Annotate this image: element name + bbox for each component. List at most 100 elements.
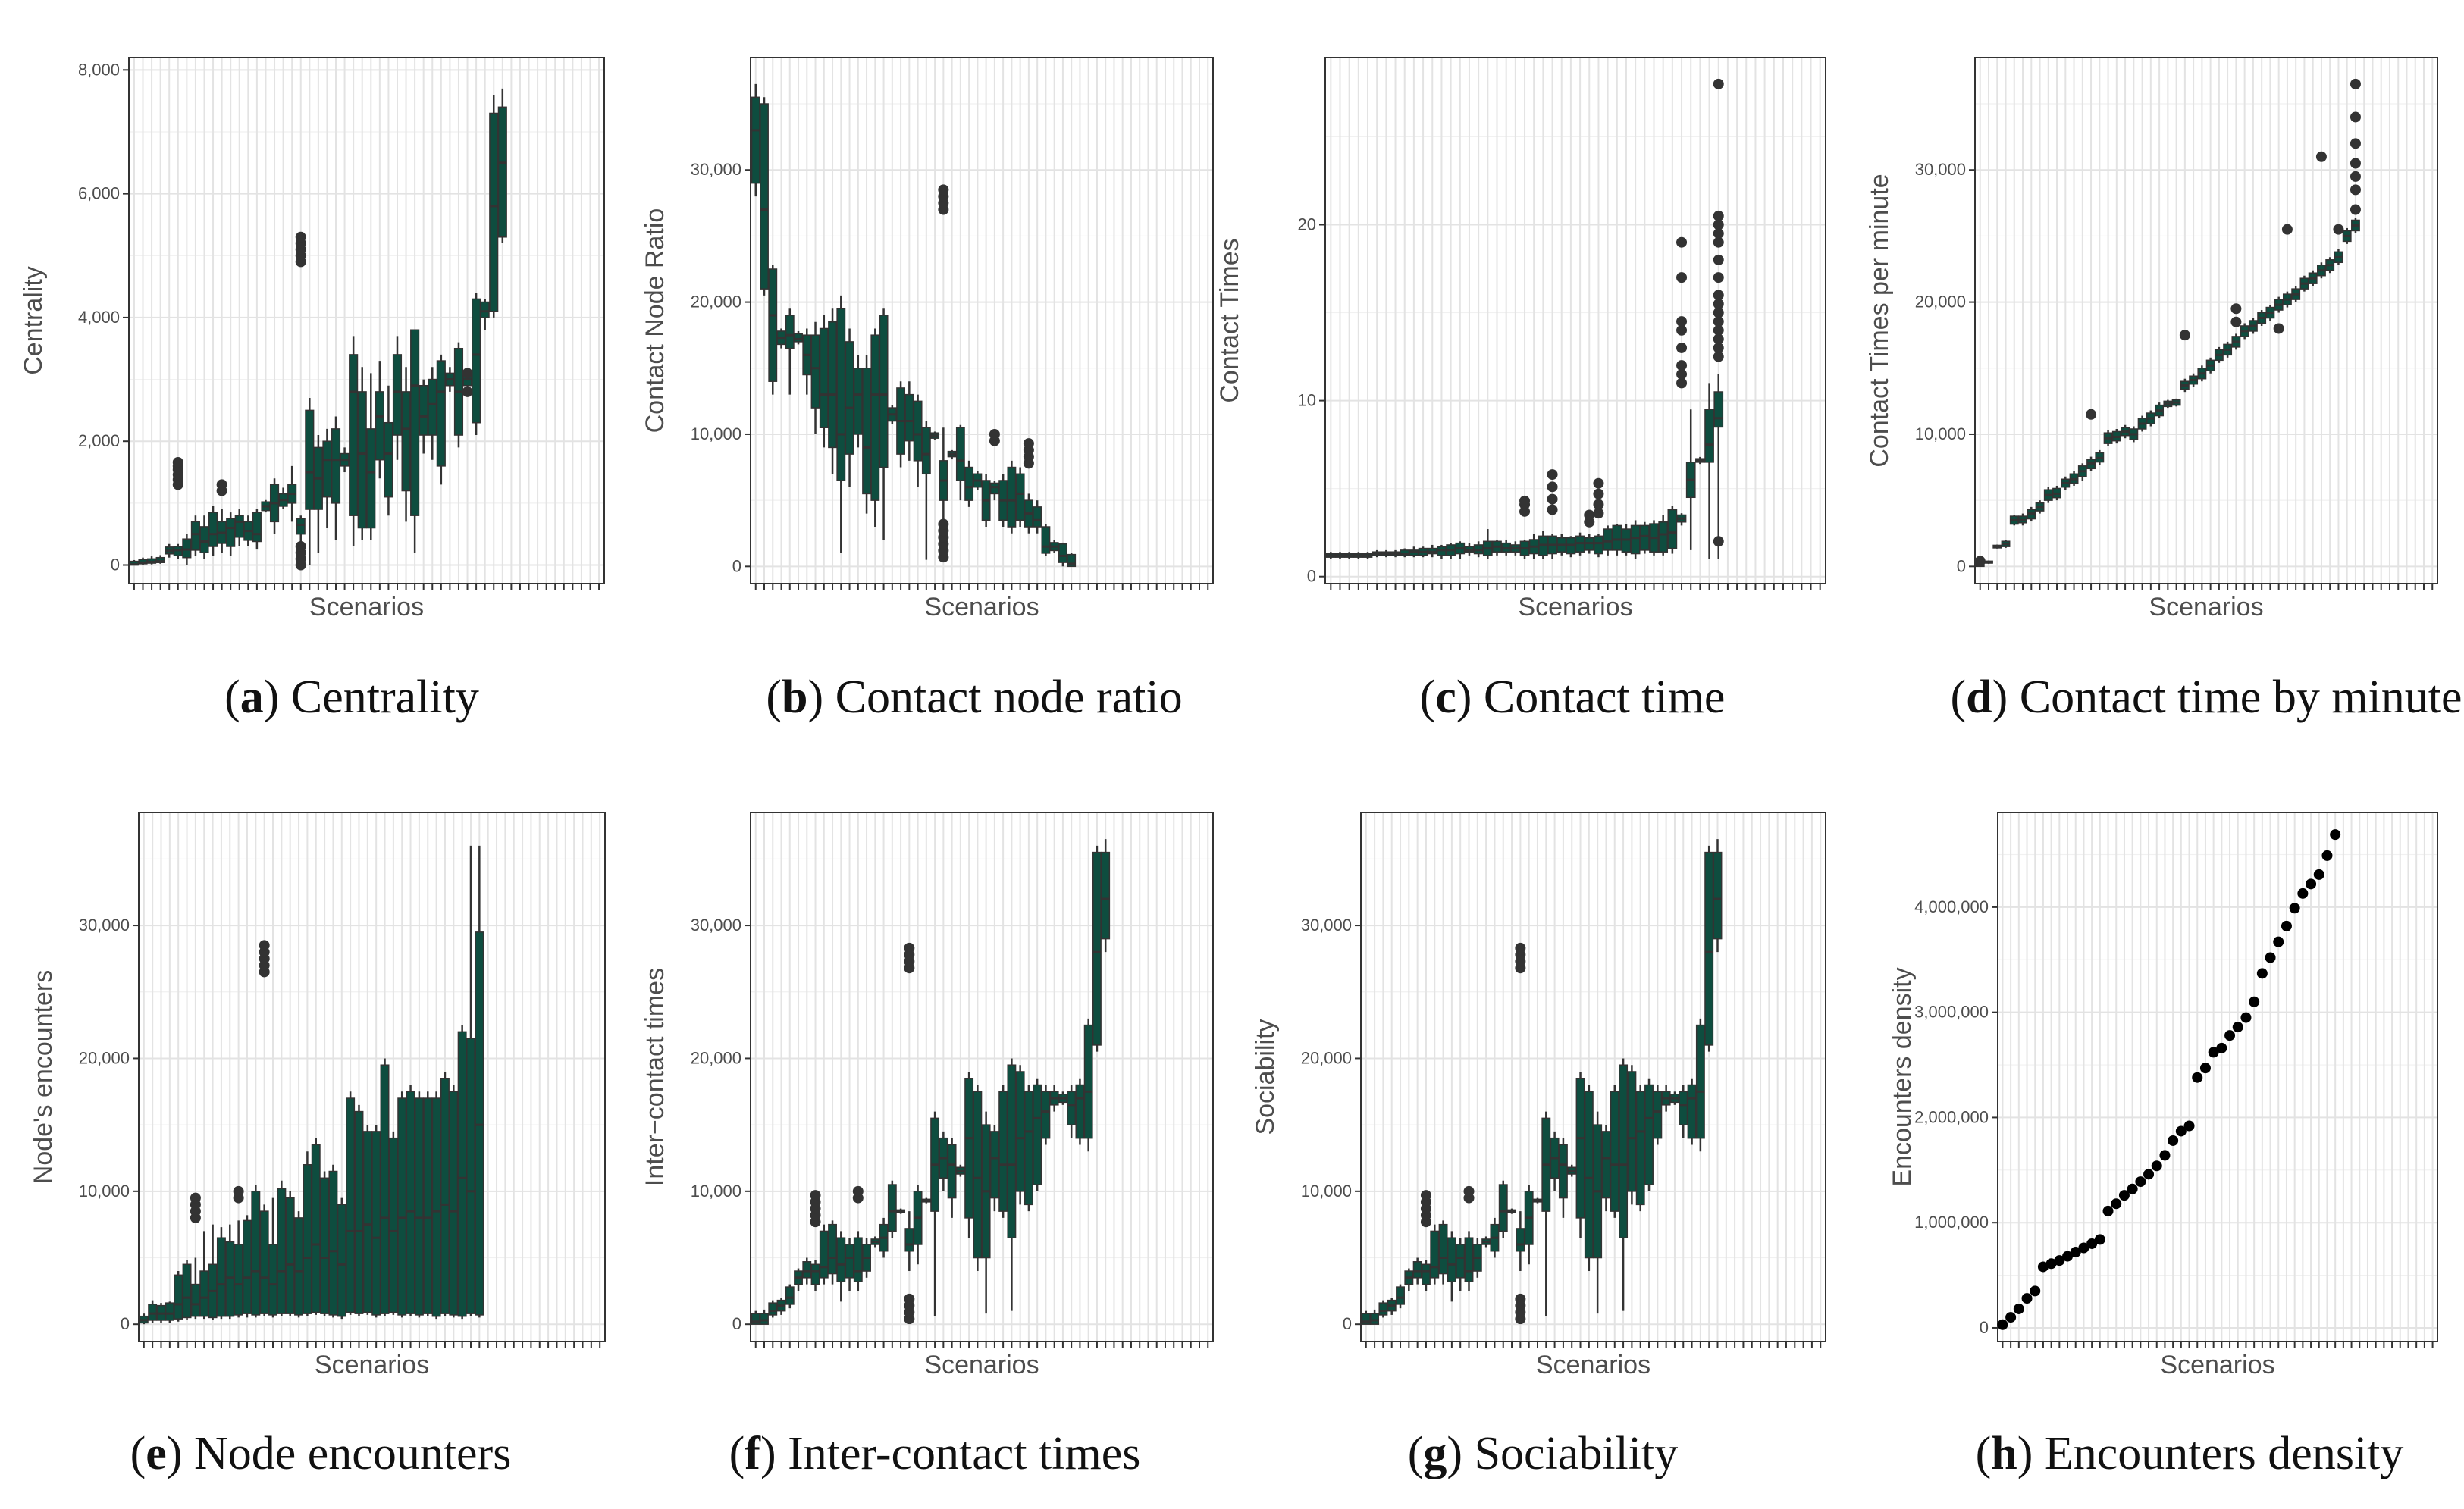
box <box>331 428 341 504</box>
box <box>320 1177 330 1314</box>
box <box>887 1184 897 1232</box>
box <box>1067 1091 1077 1125</box>
box <box>406 1091 415 1314</box>
y-tick-label: 20 <box>1298 215 1316 234</box>
box <box>148 1304 158 1321</box>
box <box>1015 1071 1025 1192</box>
box <box>768 1302 778 1316</box>
outlier-point <box>1593 508 1604 519</box>
caption-paren-close: ) <box>1992 672 2020 723</box>
y-tick-label: 10,000 <box>691 424 741 443</box>
box <box>199 1270 209 1317</box>
outlier-point <box>1713 210 1724 221</box>
caption-paren-open: ( <box>130 1428 146 1479</box>
outlier-point <box>1547 481 1558 493</box>
y-tick-label: 0 <box>732 556 741 575</box>
panel-caption: (h) Encounters density <box>1976 1428 2404 1479</box>
box <box>836 1237 846 1282</box>
outlier-point <box>2179 330 2190 341</box>
box <box>989 1131 999 1199</box>
box <box>466 1038 475 1314</box>
outlier-point <box>259 940 270 951</box>
box <box>294 1217 304 1316</box>
box <box>1024 1091 1033 1206</box>
box <box>1456 1244 1466 1279</box>
caption-paren-open: ( <box>224 672 240 723</box>
box <box>216 1237 226 1317</box>
box <box>1412 1261 1422 1279</box>
outlier-point <box>1593 499 1604 510</box>
outlier-point <box>1713 333 1724 345</box>
box <box>497 106 507 238</box>
data-point <box>2249 996 2260 1007</box>
box <box>1464 1237 1474 1282</box>
box <box>1422 1263 1431 1285</box>
panel-contact-time: 0 10 20 Scenarios Contact Times (c) Contact t… <box>1215 57 1826 723</box>
y-tick-label: 0 <box>1307 567 1316 586</box>
box <box>328 1170 338 1316</box>
plot-border <box>750 812 1214 1342</box>
box <box>794 333 803 343</box>
caption-text: Contact time <box>1484 672 1726 723</box>
data-point <box>2306 878 2317 890</box>
box <box>1575 1078 1585 1219</box>
outlier-point <box>1713 219 1724 230</box>
outlier-point <box>2350 171 2361 182</box>
outlier-point <box>295 231 306 243</box>
y-tick-label: 1,000,000 <box>1914 1213 1989 1232</box>
box <box>955 427 965 481</box>
outlier-point <box>462 368 473 379</box>
box <box>751 1313 760 1325</box>
box <box>760 103 769 290</box>
box <box>1033 1084 1042 1185</box>
caption-paren-open: ( <box>1950 672 1966 723</box>
panel-sociability: 010,00020,00030,000ScenariosSociability(… <box>1251 812 1826 1479</box>
outlier-point <box>1974 556 1986 567</box>
y-tick-label: 0 <box>1957 556 1966 575</box>
data-point <box>2256 968 2268 979</box>
box <box>836 308 846 481</box>
box <box>921 427 931 475</box>
box <box>1430 1230 1440 1279</box>
box <box>1619 1064 1629 1238</box>
box <box>225 1241 235 1317</box>
y-axis-title: Contact Times <box>1215 238 1244 402</box>
box <box>1041 526 1051 554</box>
box <box>1630 524 1641 555</box>
caption-text: Contact node ratio <box>835 672 1183 723</box>
data-point <box>2151 1160 2162 1172</box>
outlier-point <box>904 942 915 953</box>
box <box>1067 553 1077 568</box>
data-point <box>2265 952 2276 963</box>
box <box>1075 1084 1085 1139</box>
outlier-point <box>2350 111 2361 123</box>
box <box>1603 528 1613 551</box>
box <box>165 1302 174 1321</box>
x-axis-title: Scenarios <box>924 593 1039 621</box>
box <box>1516 1228 1525 1252</box>
outlier-point <box>1676 316 1688 327</box>
outlier-point <box>1676 342 1688 353</box>
box <box>457 1031 467 1317</box>
y-tick-label: 30,000 <box>1301 916 1352 935</box>
box <box>751 96 760 184</box>
box <box>388 1137 398 1313</box>
outlier-point <box>2315 151 2327 162</box>
panel-caption: (g) Sociability <box>1408 1428 1678 1479</box>
panel-centrality: 0 2,000 4,000 6,000 8,000 Scenarios Centrality… <box>19 57 605 723</box>
caption-paren-close: ) <box>1456 672 1484 723</box>
outlier-point <box>1713 351 1724 362</box>
data-point <box>2143 1169 2155 1180</box>
y-tick-label: 10 <box>1298 391 1316 410</box>
data-point <box>2005 1312 2017 1323</box>
box <box>259 1210 269 1314</box>
outlier-point <box>1713 290 1724 301</box>
outlier-point <box>1463 1185 1475 1197</box>
data-point <box>2183 1120 2195 1132</box>
caption-letter: h <box>1991 1428 2017 1479</box>
box <box>380 1064 390 1314</box>
box <box>234 1244 243 1316</box>
y-axis-title: Contact Times per minute <box>1865 174 1894 467</box>
outlier-point <box>1593 477 1604 489</box>
box <box>862 368 871 495</box>
